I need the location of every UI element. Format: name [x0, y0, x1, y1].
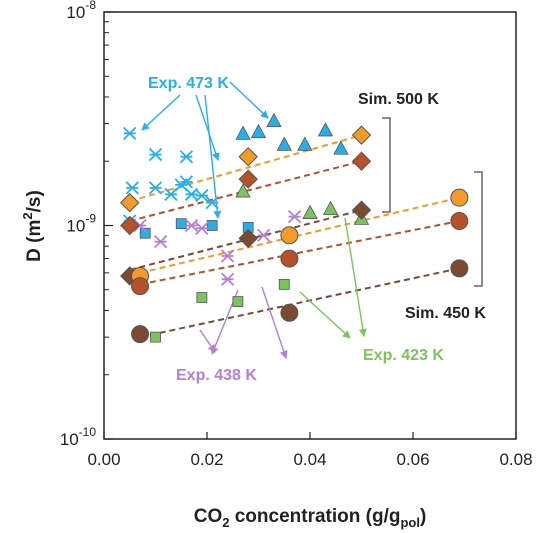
trendline: [139, 219, 460, 286]
data-point-triangle: [235, 125, 251, 140]
data-point-square: [196, 292, 208, 303]
y-axis-title: D (m2/s): [20, 190, 45, 262]
x-tick-label: 0.06: [396, 450, 429, 469]
sim500-bracket: [382, 117, 391, 213]
data-point-circle: [450, 259, 469, 278]
data-point-star: [123, 126, 137, 141]
exp473-arrow: [141, 94, 181, 131]
trendline-layer: [129, 134, 460, 339]
exp438-arrow: [261, 286, 288, 359]
trendline: [139, 196, 460, 274]
data-point-square: [139, 227, 151, 239]
data-point-diamond: [120, 192, 140, 213]
data-point-triangle: [333, 140, 349, 155]
exp423-arrow: [344, 217, 367, 337]
x-tick-label: 0.08: [499, 450, 532, 469]
data-point-triangle: [302, 204, 318, 219]
data-point-star: [195, 221, 209, 235]
data-point-diamond: [238, 228, 258, 249]
data-point-diamond: [351, 151, 372, 171]
data-point-square: [150, 331, 161, 343]
data-point-square: [175, 218, 187, 230]
x-tick-label: 0.00: [87, 450, 120, 469]
data-point-square: [232, 296, 244, 308]
data-point-star: [220, 272, 235, 286]
data-point-diamond: [351, 200, 372, 220]
data-point-star: [154, 235, 168, 249]
data-point-star: [179, 175, 194, 189]
data-point-diamond: [120, 215, 140, 236]
data-point-circle: [280, 303, 299, 322]
data-point-triangle: [317, 122, 334, 137]
data-point-circle: [131, 325, 150, 344]
trendline: [129, 134, 362, 203]
data-point-star: [287, 210, 302, 224]
data-point-star: [220, 249, 235, 263]
data-point-square: [206, 220, 218, 231]
exp473-arrow: [195, 94, 220, 161]
minor-tick-layer: [103, 11, 517, 440]
data-point-triangle: [266, 112, 282, 127]
data-point-diamond: [238, 146, 258, 167]
sim450-bracket: [474, 171, 483, 287]
exp423-label: Exp. 423 K: [363, 347, 444, 364]
data-point-circle: [280, 249, 299, 268]
exp438-label: Exp. 438 K: [176, 367, 257, 384]
x-axis-title: CO2 concentration (g/gpol): [194, 506, 427, 530]
annotation-arrow-layer: [141, 81, 367, 359]
exp423-arrow: [299, 291, 351, 339]
data-point-circle: [450, 188, 469, 207]
data-point-diamond: [351, 125, 372, 145]
marker-layer: [120, 112, 469, 344]
data-point-star: [148, 147, 163, 162]
x-tick-label: 0.04: [293, 450, 326, 469]
data-point-diamond: [238, 169, 258, 189]
data-point-circle: [450, 211, 469, 230]
sim450-label: Sim. 450 K: [405, 305, 486, 322]
data-point-star: [148, 181, 163, 195]
exp473-label: Exp. 473 K: [148, 75, 229, 92]
exp438-arrow: [199, 329, 216, 353]
data-point-star: [125, 181, 139, 195]
exp473-arrow: [204, 94, 222, 219]
data-point-circle: [131, 277, 150, 296]
data-point-square: [278, 278, 290, 290]
data-point-star: [179, 150, 194, 164]
data-point-star: [205, 195, 219, 210]
tick-label-layer: 10-8 10-9 10-100.00 0.02 0.04 0.06 0.08: [60, 0, 533, 469]
sim500-label: Sim. 500 K: [358, 91, 439, 108]
data-point-triangle: [250, 123, 267, 139]
x-tick-label: 0.02: [190, 450, 223, 469]
data-point-triangle: [276, 136, 292, 151]
exp473-arrow: [229, 81, 269, 119]
data-point-star: [195, 188, 209, 203]
y-tick-label: 10-9: [66, 212, 96, 236]
trendline: [139, 267, 460, 339]
data-point-star: [184, 218, 199, 233]
data-point-circle: [280, 226, 299, 245]
y-tick-label: 10-10: [60, 425, 97, 449]
data-point-triangle: [297, 136, 313, 151]
y-tick-label: 10-8: [66, 0, 96, 22]
data-point-star: [257, 228, 271, 242]
data-point-triangle: [322, 200, 339, 215]
data-point-triangle: [235, 183, 251, 198]
